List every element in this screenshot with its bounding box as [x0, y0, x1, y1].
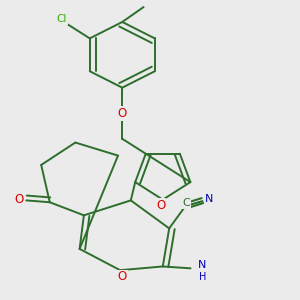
Text: O: O [14, 193, 24, 206]
Text: O: O [156, 199, 165, 212]
Text: C: C [182, 198, 190, 208]
Text: O: O [118, 270, 127, 284]
Text: O: O [118, 107, 127, 120]
Text: H: H [199, 272, 206, 281]
Text: Cl: Cl [57, 14, 67, 24]
Text: N: N [198, 260, 207, 270]
Text: N: N [205, 194, 213, 204]
